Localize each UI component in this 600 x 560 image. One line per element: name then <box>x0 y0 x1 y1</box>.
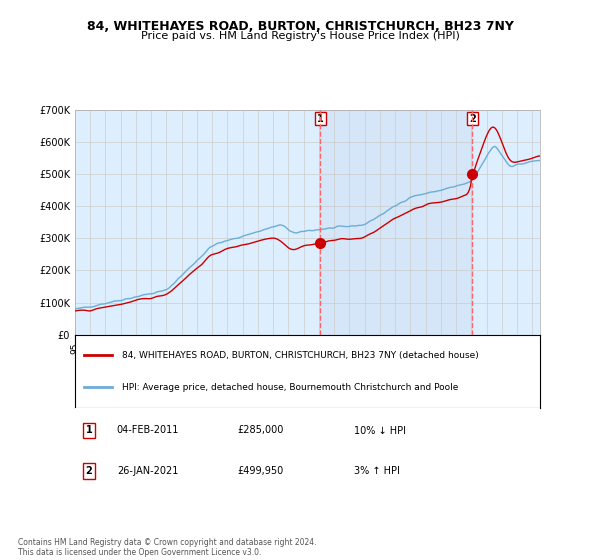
Text: 2: 2 <box>469 114 476 124</box>
Text: 1: 1 <box>317 114 323 124</box>
Text: Contains HM Land Registry data © Crown copyright and database right 2024.
This d: Contains HM Land Registry data © Crown c… <box>18 538 317 557</box>
Text: 84, WHITEHAYES ROAD, BURTON, CHRISTCHURCH, BH23 7NY (detached house): 84, WHITEHAYES ROAD, BURTON, CHRISTCHURC… <box>121 351 478 360</box>
Text: 84, WHITEHAYES ROAD, BURTON, CHRISTCHURCH, BH23 7NY: 84, WHITEHAYES ROAD, BURTON, CHRISTCHURC… <box>86 20 514 32</box>
Text: 10% ↓ HPI: 10% ↓ HPI <box>354 426 406 436</box>
Text: 04-FEB-2011: 04-FEB-2011 <box>117 426 179 436</box>
Text: 26-JAN-2021: 26-JAN-2021 <box>117 466 178 476</box>
Bar <box>320 110 472 334</box>
Text: 1: 1 <box>86 426 92 436</box>
Text: Price paid vs. HM Land Registry's House Price Index (HPI): Price paid vs. HM Land Registry's House … <box>140 31 460 41</box>
Text: £499,950: £499,950 <box>238 466 284 476</box>
Text: 3% ↑ HPI: 3% ↑ HPI <box>354 466 400 476</box>
Text: £285,000: £285,000 <box>238 426 284 436</box>
Text: HPI: Average price, detached house, Bournemouth Christchurch and Poole: HPI: Average price, detached house, Bour… <box>121 383 458 392</box>
Text: 2: 2 <box>86 466 92 476</box>
